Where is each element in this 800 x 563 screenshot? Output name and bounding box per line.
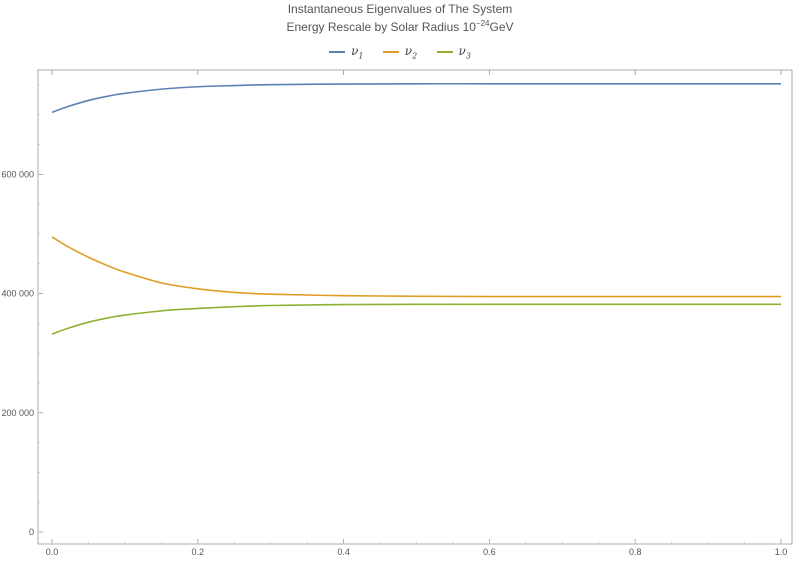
series-line-nu3 bbox=[51, 303, 781, 335]
chart-legend: ν1 ν2 ν3 bbox=[0, 42, 800, 60]
x-tick-label: 0.2 bbox=[192, 547, 205, 557]
legend-label-nu3: ν3 bbox=[458, 43, 471, 61]
x-tick-label: 0.4 bbox=[337, 547, 350, 557]
y-tick-label: 0 bbox=[29, 527, 34, 537]
x-tick-label: 0.8 bbox=[629, 547, 642, 557]
chart-title: Instantaneous Eigenvalues of The System bbox=[287, 2, 513, 16]
legend-item-nu2: ν2 bbox=[382, 43, 418, 61]
x-tick-label: 1.0 bbox=[775, 547, 788, 557]
legend-label-nu1: ν1 bbox=[351, 43, 364, 61]
x-tick-label: 0.0 bbox=[46, 547, 59, 557]
subtitle-prefix: Energy Rescale by Solar Radius 10 bbox=[286, 20, 476, 34]
plot-frame bbox=[37, 69, 793, 545]
legend-swatch-nu3 bbox=[436, 51, 453, 53]
legend-swatch-nu1 bbox=[329, 51, 346, 53]
subtitle-exponent: −24 bbox=[475, 19, 490, 28]
chart-title-block: Instantaneous Eigenvalues of The System … bbox=[0, 0, 800, 36]
y-tick-label: 200 000 bbox=[1, 408, 34, 418]
legend-swatch-nu2 bbox=[382, 51, 399, 53]
subtitle-suffix: GeV bbox=[489, 20, 514, 34]
legend-item-nu3: ν3 bbox=[436, 43, 471, 61]
chart-subtitle: Energy Rescale by Solar Radius 10−24GeV bbox=[0, 18, 800, 36]
series-lines bbox=[51, 82, 781, 335]
axis-ticks: 0.0 0.2 0.4 0.6 0.8 1.0 0 200 000 400 000 600 000 bbox=[1, 70, 787, 557]
legend-item-nu1: ν1 bbox=[329, 44, 363, 60]
series-line-nu2 bbox=[51, 236, 781, 298]
x-tick-label: 0.6 bbox=[483, 547, 496, 557]
legend-label-nu2: ν2 bbox=[404, 43, 418, 61]
y-tick-label: 600 000 bbox=[1, 169, 34, 179]
series-line-nu1 bbox=[51, 82, 781, 114]
y-tick-label: 400 000 bbox=[1, 289, 34, 299]
